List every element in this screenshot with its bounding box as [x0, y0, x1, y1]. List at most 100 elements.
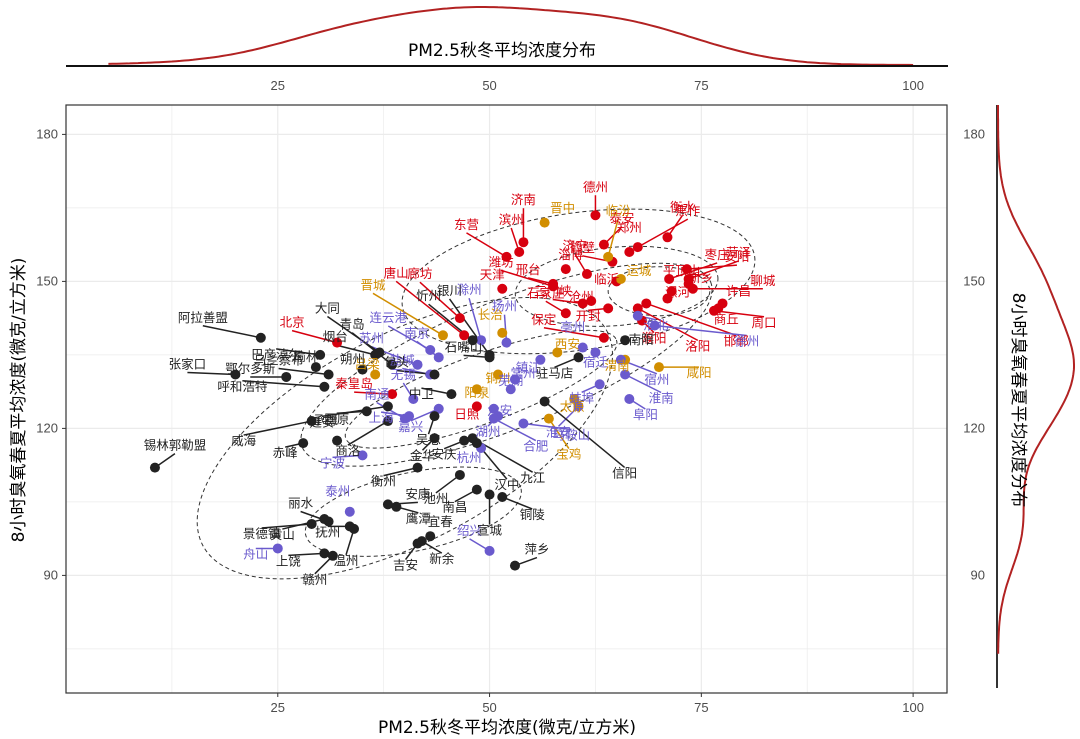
data-point [624, 247, 635, 257]
data-point [539, 396, 550, 407]
contour-line [607, 266, 711, 317]
data-point [632, 310, 643, 321]
point-label: 大同 [315, 300, 340, 315]
point-label: 石嘴山 [445, 339, 483, 354]
data-point [357, 450, 368, 461]
point-label: 济宁 [562, 238, 587, 253]
point-label: 许昌 [726, 283, 751, 298]
x-tick-label: 50 [482, 700, 496, 715]
point-label: 常州 [510, 365, 535, 380]
point-label: 南通 [364, 387, 390, 402]
leader-line [335, 344, 376, 356]
point-label: 黄山 [270, 527, 295, 542]
point-label: 沧州 [569, 289, 594, 304]
right-tick-label: 150 [963, 273, 985, 288]
data-point [471, 384, 482, 395]
leader-line [347, 420, 389, 446]
point-label: 九江 [520, 470, 545, 485]
data-point [484, 489, 495, 500]
point-label: 青岛 [340, 317, 365, 332]
point-label: 滨州 [499, 212, 524, 227]
data-point [493, 369, 504, 380]
top-tick-label: 25 [271, 78, 285, 93]
data-point [664, 273, 675, 284]
data-point [433, 403, 444, 414]
data-point [620, 335, 631, 346]
leader-line [372, 292, 444, 336]
point-label: 天津 [480, 267, 505, 282]
leader-line [493, 417, 537, 442]
data-point [404, 411, 415, 422]
data-point [272, 543, 283, 554]
data-point [382, 499, 393, 510]
data-point [327, 550, 338, 561]
data-point [319, 548, 330, 559]
data-point [560, 264, 571, 275]
point-label: 中卫 [409, 386, 434, 401]
point-label: 新乡 [688, 270, 713, 285]
data-point [501, 337, 512, 348]
point-label: 周口 [752, 315, 777, 330]
point-label: 阿拉善盟 [178, 310, 228, 325]
data-point [459, 435, 470, 446]
data-point [429, 433, 440, 444]
point-label: 吴忠 [416, 432, 441, 447]
y-axis-title: 8小时臭氧春夏平均浓度(微克/立方米) [9, 258, 29, 543]
data-point [382, 401, 393, 412]
data-point [509, 374, 520, 385]
leader-line [410, 408, 440, 422]
data-point [484, 352, 495, 363]
point-label: 巴彦淖尔 [251, 347, 301, 362]
data-point [632, 242, 643, 253]
data-point [387, 389, 398, 400]
point-label: 濮阳 [642, 331, 667, 346]
point-label: 舟山 [243, 546, 268, 561]
data-point [577, 298, 588, 309]
top-tick-label: 100 [902, 78, 924, 93]
data-point [573, 352, 584, 363]
point-label: 南阳 [629, 332, 654, 347]
point-label: 信阳 [612, 465, 637, 480]
leader-line [291, 329, 338, 344]
y-tick-label: 180 [36, 126, 58, 141]
data-point [454, 313, 465, 324]
data-point [624, 394, 635, 404]
top-tick-label: 75 [694, 78, 708, 93]
data-point [357, 364, 368, 375]
point-label: 长治 [478, 307, 503, 322]
point-label: 阳泉 [464, 385, 490, 400]
point-label: 徐州 [734, 334, 759, 349]
point-label: 济南 [511, 192, 536, 207]
point-label: 池州 [423, 491, 448, 506]
data-point [662, 293, 673, 304]
data-point [476, 335, 487, 346]
point-label: 唐山 [384, 265, 409, 280]
point-label: 枣庄 [705, 247, 730, 262]
data-points [149, 210, 728, 571]
data-point [615, 354, 626, 365]
point-label: 安阳 [724, 249, 749, 264]
point-label: 烟台 [323, 329, 348, 344]
point-label: 咸阳 [686, 365, 711, 380]
point-label: 温州 [334, 553, 359, 568]
contour-line [196, 297, 613, 580]
point-label: 盐城 [390, 353, 416, 368]
leader-line [607, 218, 619, 258]
point-label: 抚州 [315, 524, 340, 539]
leader-line [421, 387, 452, 395]
data-point [518, 237, 529, 248]
data-point [315, 349, 326, 360]
right-tick-label: 90 [971, 567, 985, 582]
data-point [429, 411, 440, 422]
point-label: 连云港 [370, 310, 408, 325]
point-label: 吕梁 [355, 357, 381, 372]
x-tick-label: 75 [694, 700, 708, 715]
data-point [391, 501, 402, 512]
point-label: 扬州 [492, 299, 517, 314]
data-point [581, 269, 592, 280]
data-point [641, 298, 652, 309]
leader-line [686, 264, 737, 270]
point-label: 宣城 [477, 523, 503, 538]
point-label: 晋中 [550, 201, 575, 216]
point-label: 蚌埠 [569, 390, 594, 405]
